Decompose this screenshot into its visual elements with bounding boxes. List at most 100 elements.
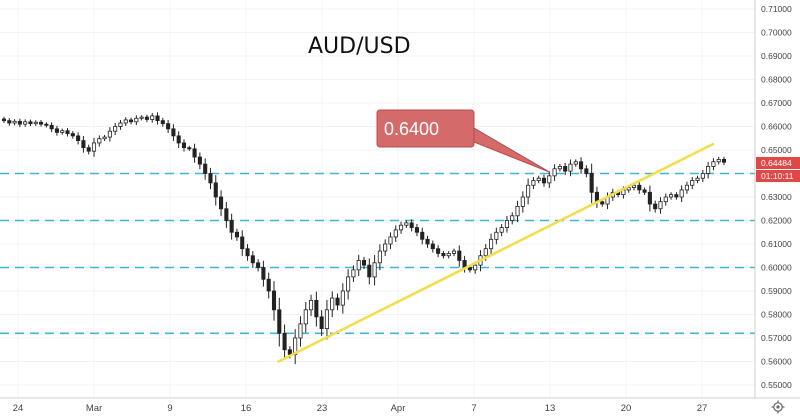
candle-body-down [261, 267, 266, 280]
candle [81, 136, 86, 153]
candle-body-up [399, 224, 404, 231]
candle [17, 118, 22, 128]
candle-body-down [409, 222, 414, 228]
candle [441, 250, 446, 259]
candle-body-down [176, 135, 181, 144]
candle [176, 131, 181, 148]
candle-body-down [642, 189, 647, 193]
candle [171, 124, 176, 141]
candle [266, 272, 271, 299]
candle-body-down [160, 120, 165, 125]
candle [1, 116, 7, 123]
candle-body-up [346, 276, 351, 292]
candle [86, 144, 91, 155]
candle-body-down [361, 260, 367, 266]
candle-body-up [123, 119, 128, 124]
last-price-label: 0.64484 [761, 158, 792, 168]
candle-body-up [631, 184, 637, 188]
candle-body-up [23, 121, 28, 125]
candle-body-down [213, 182, 218, 198]
candle [181, 139, 187, 152]
candle [187, 145, 192, 151]
candle [690, 177, 695, 190]
y-tick-label: 0.66000 [761, 122, 792, 132]
x-tick-label: 23 [317, 403, 328, 414]
candle-body-down [240, 236, 245, 250]
candle-body-up [700, 173, 705, 179]
candle [520, 191, 525, 213]
candle [367, 258, 372, 285]
candle-body-up [510, 215, 515, 221]
callout-label: 0.6400 [384, 119, 439, 139]
candle [229, 213, 234, 240]
x-tick-label: 27 [697, 403, 708, 414]
candle-body-up [711, 161, 716, 167]
candle-body-down [197, 156, 202, 165]
candle-body-down [584, 168, 589, 174]
y-tick-label: 0.63000 [761, 192, 792, 202]
candle [510, 212, 515, 225]
candle [393, 225, 398, 242]
candle-body-down [44, 123, 49, 126]
candle [647, 185, 652, 212]
candle [298, 316, 303, 347]
candle-body-up [658, 201, 663, 210]
candle [208, 167, 213, 190]
candle [118, 119, 123, 130]
candle-body-up [150, 115, 155, 120]
y-tick-label: 0.58000 [761, 310, 792, 320]
y-tick-label: 0.68000 [761, 75, 792, 85]
candle [44, 122, 49, 128]
candle [54, 125, 59, 136]
trendline-group [277, 142, 715, 363]
candle-body-down [192, 148, 197, 158]
candle [113, 122, 118, 136]
candle [23, 119, 28, 127]
y-tick-label: 0.55000 [761, 380, 792, 390]
candle [420, 227, 425, 245]
support-resistance-levels [0, 172, 755, 335]
candle-body-up [547, 175, 552, 184]
y-axis-panel [755, 0, 800, 416]
candle [356, 254, 361, 277]
x-tick-label: 9 [167, 403, 172, 414]
candle [144, 114, 149, 123]
candle-body-down [414, 227, 419, 233]
candle [160, 117, 165, 127]
candle-body-up [12, 120, 17, 124]
candle [658, 197, 663, 214]
x-tick-label: 20 [621, 403, 632, 414]
candle-body-up [330, 297, 335, 311]
settings-gear-icon[interactable] [771, 400, 785, 414]
candle-body-up [372, 262, 377, 278]
candle-body-up [499, 227, 504, 233]
candle [716, 156, 721, 165]
candle-body-down [600, 201, 605, 205]
candle [277, 297, 282, 347]
candle-body-up [134, 117, 139, 123]
candle [107, 127, 112, 142]
candle [589, 163, 594, 204]
y-tick-label: 0.70000 [761, 28, 792, 38]
candle [245, 244, 250, 261]
candle [49, 122, 54, 133]
candle-body-down [541, 177, 547, 184]
candle-body-down [314, 299, 319, 318]
candle-body-down [181, 142, 187, 149]
candle-body-up [351, 269, 356, 278]
x-tick-label: 16 [241, 403, 252, 414]
candle-body-down [425, 238, 430, 245]
candle-body-down [86, 147, 91, 152]
candle-body-down [589, 173, 594, 193]
candle [123, 117, 128, 127]
candle [203, 158, 208, 180]
candle-body-up [388, 236, 393, 245]
candle [39, 120, 44, 127]
candle [240, 230, 245, 257]
candle [494, 227, 499, 245]
candle [129, 117, 134, 125]
candle-body-up [489, 238, 494, 250]
candle-body-up [303, 309, 308, 325]
